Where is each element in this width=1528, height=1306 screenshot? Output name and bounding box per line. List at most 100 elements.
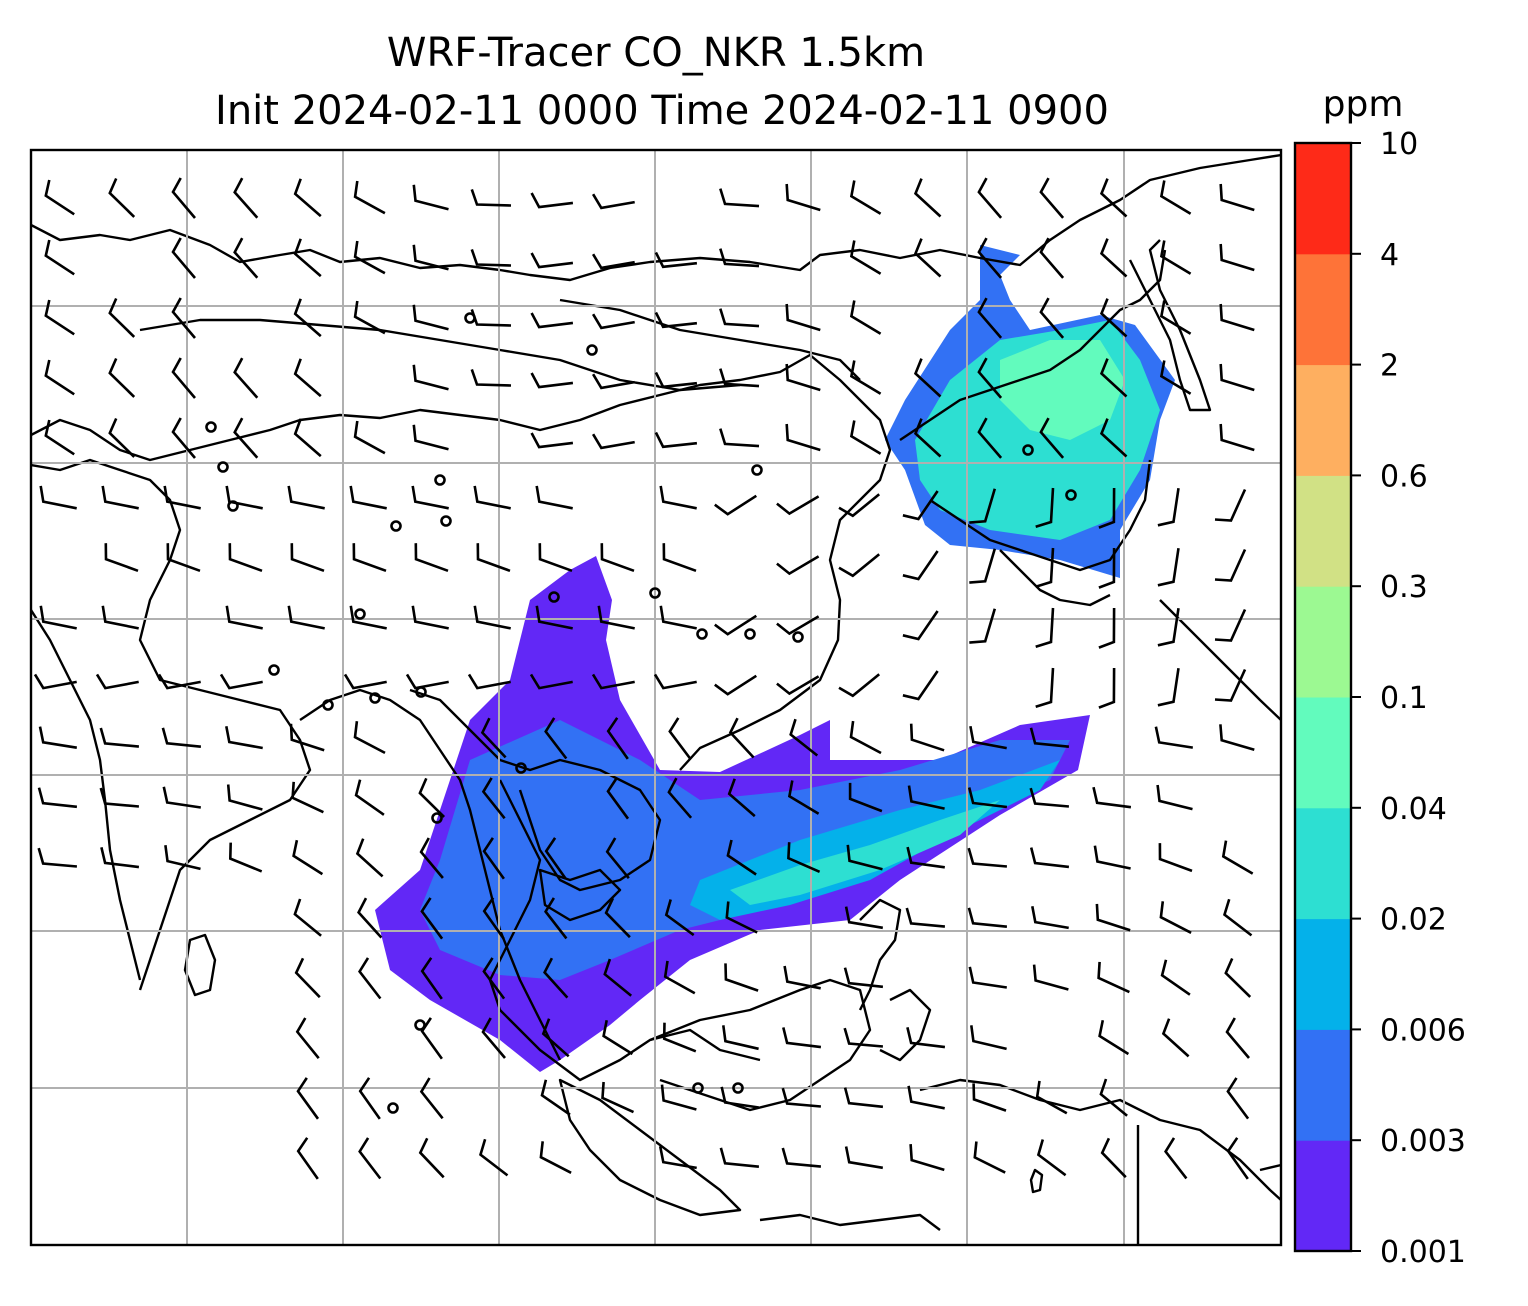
wind-barb — [602, 1020, 634, 1056]
wind-barb — [785, 363, 821, 392]
colorbar-tick-label: 0.04 — [1380, 792, 1447, 827]
wind-barb — [1159, 901, 1192, 934]
calm-wind-circle — [414, 1019, 426, 1031]
wind-barb — [473, 485, 511, 510]
wind-barb — [785, 303, 821, 332]
wind-barb — [849, 360, 882, 395]
wind-barb — [226, 784, 263, 811]
wind-barb — [968, 966, 1007, 989]
wind-barb — [1039, 417, 1065, 459]
wind-barbs — [33, 177, 1255, 1180]
wind-barb — [1098, 547, 1116, 589]
wind-barb — [724, 963, 759, 992]
wind-barb — [1214, 668, 1247, 702]
wind-barb — [476, 543, 511, 573]
wind-barb — [719, 368, 760, 388]
wind-barb — [412, 364, 449, 391]
wind-barb — [653, 673, 697, 690]
wind-barb — [108, 177, 136, 218]
wind-barb — [849, 420, 882, 455]
wind-barb — [970, 1025, 1007, 1051]
wind-barb — [591, 673, 635, 690]
calm-wind-circle — [464, 312, 476, 324]
wind-barb — [1219, 724, 1255, 751]
wind-barb — [606, 777, 630, 820]
wind-barb — [171, 417, 196, 459]
wind-barb — [662, 1022, 697, 1053]
colorbar-tick-label: 4 — [1380, 238, 1399, 273]
wind-barb — [481, 1017, 506, 1059]
wind-barb — [1219, 363, 1255, 392]
wind-barb — [539, 1141, 572, 1174]
wind-barb — [1157, 548, 1180, 587]
wind-barb — [714, 494, 758, 516]
calm-wind-circle — [205, 421, 217, 433]
wind-barb — [535, 605, 573, 630]
wind-barb — [973, 1141, 1006, 1174]
wind-barb — [967, 847, 1008, 868]
map-frame — [29, 148, 1283, 1247]
colorbar-swatch-8 — [1295, 253, 1351, 366]
wind-barb — [1157, 608, 1180, 647]
colorbar-tick-label: 0.1 — [1380, 681, 1428, 716]
wind-barb — [538, 543, 573, 573]
wind-barb — [604, 897, 631, 939]
wind-barb — [171, 177, 196, 219]
wind-barb — [294, 957, 321, 999]
wind-barb — [482, 957, 506, 1000]
wind-barb — [1099, 298, 1128, 338]
wind-barb — [171, 357, 196, 399]
wind-barb — [1156, 784, 1193, 811]
wind-barb — [412, 244, 449, 271]
wind-barb — [233, 417, 259, 459]
wind-barb — [1099, 178, 1128, 218]
wind-barb — [296, 1137, 319, 1180]
wind-barb — [470, 248, 512, 267]
wind-barb — [1029, 727, 1070, 748]
wind-barb — [1035, 607, 1055, 649]
wind-barb — [776, 495, 820, 516]
colorbar-swatch-3 — [1295, 807, 1351, 920]
wind-barb — [228, 543, 263, 573]
wind-barb — [233, 177, 259, 219]
wind-barb — [902, 610, 939, 641]
wind-barb — [420, 957, 443, 1000]
wind-barb — [848, 782, 883, 813]
wind-barb — [725, 901, 758, 934]
wind-barb — [357, 897, 383, 939]
colorbar-tick-label: 0.6 — [1380, 459, 1428, 494]
wind-barb — [482, 897, 505, 940]
calm-wind-circle — [415, 686, 427, 698]
wind-barb — [969, 608, 997, 644]
calm-wind-circle — [515, 762, 527, 774]
wind-barb — [1099, 358, 1128, 398]
calm-wind-circle — [227, 500, 239, 512]
wind-barb — [654, 371, 698, 389]
wind-barb — [219, 673, 263, 690]
wind-barb — [714, 614, 758, 636]
wind-barb — [603, 958, 633, 997]
wind-barb — [844, 1146, 884, 1170]
calm-wind-circle — [732, 1082, 744, 1094]
wind-barb — [1157, 488, 1180, 527]
wind-barb — [482, 837, 505, 880]
wind-barb — [473, 605, 511, 630]
wind-barb — [1225, 1017, 1250, 1059]
wind-barb — [1219, 243, 1255, 272]
wind-barb — [1219, 303, 1255, 332]
wind-barb — [354, 779, 385, 816]
colorbar-swatch-1 — [1295, 1029, 1351, 1141]
wind-barb — [1157, 668, 1180, 707]
wind-barb — [654, 251, 698, 269]
wind-barb — [1092, 786, 1132, 809]
wind-barb — [1035, 487, 1055, 529]
wind-barb — [1098, 1020, 1130, 1056]
wind-barb — [108, 357, 136, 398]
wind-barb — [233, 357, 259, 399]
wind-barb — [776, 555, 820, 576]
calm-wind-circle — [548, 591, 560, 603]
wind-barb — [412, 184, 449, 211]
wind-barb — [292, 839, 324, 876]
wind-barb — [412, 424, 449, 451]
